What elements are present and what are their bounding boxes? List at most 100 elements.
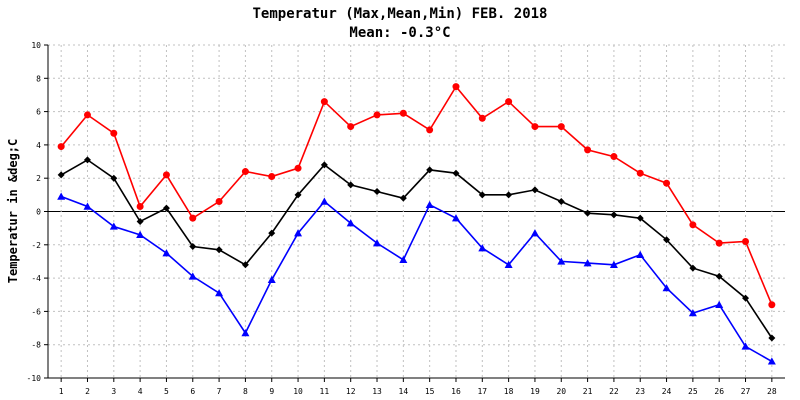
data-point-3 (215, 289, 224, 297)
data-point-1 (294, 164, 302, 172)
y-tick-label: 10 (31, 41, 41, 50)
data-point-2 (768, 334, 776, 342)
data-point-3 (83, 202, 92, 210)
data-point-3 (346, 219, 355, 227)
data-point-1 (110, 129, 118, 137)
data-point-1 (162, 171, 170, 179)
x-tick-label: 21 (583, 387, 593, 396)
data-point-1 (373, 111, 381, 119)
x-tick-label: 10 (293, 387, 303, 396)
data-point-2 (557, 198, 565, 206)
data-point-3 (267, 275, 276, 283)
data-point-1 (768, 301, 776, 309)
data-point-1 (452, 83, 460, 91)
x-tick-label: 16 (451, 387, 461, 396)
data-point-1 (189, 214, 197, 222)
data-point-2 (83, 156, 91, 164)
data-point-3 (478, 244, 487, 252)
data-point-2 (110, 174, 118, 182)
series-line-2 (60, 158, 773, 339)
data-point-3 (557, 257, 566, 265)
data-point-3 (425, 200, 434, 209)
data-point-3 (136, 230, 145, 239)
data-point-3 (162, 249, 171, 257)
x-tick-label: 20 (556, 387, 566, 396)
data-point-3 (688, 309, 697, 317)
data-point-2 (268, 229, 276, 237)
chart-subtitle: Mean: -0.3°C (349, 25, 450, 41)
data-point-2 (373, 188, 381, 196)
data-point-1 (584, 146, 592, 154)
y-tick-label: -10 (27, 374, 42, 383)
data-point-3 (241, 329, 250, 337)
series-layer (57, 83, 776, 365)
data-point-2 (584, 209, 592, 217)
data-point-2 (215, 246, 223, 254)
data-point-1 (531, 123, 539, 131)
data-point-1 (610, 153, 618, 161)
data-point-2 (347, 181, 355, 189)
data-point-3 (399, 255, 408, 263)
y-axis-label: Temperatur in &deg;C (6, 139, 20, 284)
y-tick-label: 8 (36, 74, 41, 83)
data-point-3 (188, 272, 197, 280)
data-point-1 (426, 126, 434, 134)
data-point-1 (136, 203, 144, 211)
y-tick-label: -6 (31, 307, 41, 316)
data-point-3 (451, 214, 460, 222)
x-tick-label: 12 (346, 387, 356, 396)
data-point-3 (636, 250, 645, 258)
x-tick-label: 28 (767, 387, 777, 396)
y-tick-label: 0 (36, 208, 41, 217)
data-point-1 (399, 109, 407, 117)
data-point-2 (399, 194, 407, 202)
data-point-1 (268, 173, 276, 181)
data-point-3 (767, 357, 776, 365)
data-point-1 (505, 98, 513, 106)
data-point-2 (636, 214, 644, 222)
y-tick-label: -8 (31, 341, 41, 350)
data-point-2 (478, 191, 486, 199)
x-tick-label: 11 (320, 387, 330, 396)
data-point-2 (505, 191, 513, 199)
data-point-1 (557, 123, 565, 131)
x-tick-label: 15 (425, 387, 435, 396)
x-tick-label: 26 (714, 387, 724, 396)
data-point-2 (715, 272, 723, 280)
y-tick-label: 2 (36, 174, 41, 183)
data-point-3 (504, 260, 513, 268)
data-point-1 (83, 111, 91, 119)
data-point-2 (136, 217, 144, 225)
x-tick-label: 17 (477, 387, 487, 396)
data-point-1 (689, 221, 697, 229)
data-point-3 (741, 342, 750, 350)
data-point-2 (531, 186, 539, 194)
data-point-3 (373, 239, 382, 247)
data-point-2 (663, 236, 671, 244)
data-point-2 (189, 242, 197, 250)
data-point-2 (742, 294, 750, 302)
x-tick-label: 24 (662, 387, 672, 396)
x-tick-label: 2 (85, 387, 90, 396)
data-point-3 (609, 260, 618, 268)
y-tick-label: 4 (36, 141, 41, 150)
data-point-2 (689, 264, 697, 272)
x-tick-label: 14 (399, 387, 409, 396)
data-point-1 (715, 239, 723, 247)
x-tick-label: 9 (269, 387, 274, 396)
data-point-1 (742, 237, 750, 245)
data-point-1 (636, 169, 644, 177)
data-point-1 (320, 98, 328, 106)
data-point-3 (57, 192, 66, 200)
data-point-2 (610, 211, 618, 219)
data-point-2 (452, 169, 460, 177)
x-tick-label: 7 (217, 387, 222, 396)
x-tick-label: 13 (372, 387, 382, 396)
data-point-2 (241, 261, 249, 269)
data-point-3 (715, 300, 724, 308)
x-tick-label: 23 (635, 387, 645, 396)
data-point-2 (320, 161, 328, 169)
data-point-1 (57, 143, 65, 151)
